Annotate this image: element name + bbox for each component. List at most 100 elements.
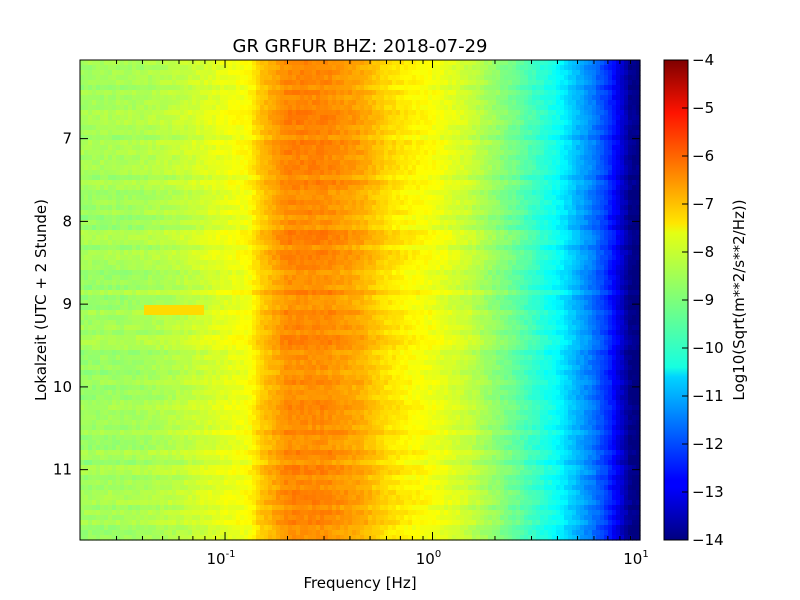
heatmap-cell xyxy=(584,130,589,136)
heatmap-cell xyxy=(384,185,389,191)
heatmap-cell xyxy=(240,95,245,101)
heatmap-cell xyxy=(472,170,477,176)
heatmap-cell xyxy=(208,225,213,231)
heatmap-cell xyxy=(456,95,461,101)
heatmap-cell xyxy=(612,75,617,81)
heatmap-cell xyxy=(144,80,149,86)
heatmap-cell xyxy=(260,80,265,86)
heatmap-cell xyxy=(228,110,233,116)
heatmap-cell xyxy=(192,225,197,231)
heatmap-cell xyxy=(488,90,493,96)
heatmap-cell xyxy=(520,195,525,201)
heatmap-cell xyxy=(128,190,133,196)
heatmap-cell xyxy=(260,205,265,211)
heatmap-cell xyxy=(616,145,621,151)
heatmap-cell xyxy=(184,70,189,76)
heatmap-cell xyxy=(108,235,113,241)
heatmap-cell xyxy=(200,230,205,236)
heatmap-cell xyxy=(492,160,497,166)
heatmap-cell xyxy=(336,180,341,186)
heatmap-cell xyxy=(336,215,341,221)
heatmap-cell xyxy=(144,105,149,111)
heatmap-cell xyxy=(288,215,293,221)
heatmap-cell xyxy=(260,110,265,116)
heatmap-cell xyxy=(136,80,141,86)
heatmap-cell xyxy=(392,95,397,101)
heatmap-cell xyxy=(200,180,205,186)
heatmap-cell xyxy=(432,145,437,151)
heatmap-cell xyxy=(320,195,325,201)
heatmap-cell xyxy=(132,175,137,181)
heatmap-cell xyxy=(260,90,265,96)
heatmap-cell xyxy=(232,60,237,66)
heatmap-cell xyxy=(512,150,517,156)
heatmap-cell xyxy=(556,220,561,226)
heatmap-cell xyxy=(192,170,197,176)
heatmap-cell xyxy=(164,100,169,106)
heatmap-cell xyxy=(512,190,517,196)
heatmap-cell xyxy=(112,110,117,116)
heatmap-cell xyxy=(128,150,133,156)
heatmap-cell xyxy=(152,125,157,131)
heatmap-cell xyxy=(296,80,301,86)
heatmap-cell xyxy=(108,120,113,126)
heatmap-cell xyxy=(388,175,393,181)
heatmap-cell xyxy=(584,80,589,86)
heatmap-cell xyxy=(196,235,201,241)
heatmap-cell xyxy=(404,85,409,91)
heatmap-cell xyxy=(312,230,317,236)
heatmap-cell xyxy=(176,230,181,236)
heatmap-cell xyxy=(120,150,125,156)
heatmap-cell xyxy=(448,90,453,96)
heatmap-cell xyxy=(220,235,225,241)
heatmap-cell xyxy=(212,165,217,171)
heatmap-cell xyxy=(212,180,217,186)
heatmap-cell xyxy=(596,155,601,161)
heatmap-cell xyxy=(416,105,421,111)
heatmap-cell xyxy=(160,120,165,126)
heatmap-cell xyxy=(320,160,325,166)
heatmap-cell xyxy=(128,125,133,131)
heatmap-cell xyxy=(452,185,457,191)
heatmap-cell xyxy=(532,155,537,161)
heatmap-cell xyxy=(344,100,349,106)
heatmap-cell xyxy=(120,70,125,76)
heatmap-cell xyxy=(300,95,305,101)
heatmap-cell xyxy=(144,235,149,241)
heatmap-cell xyxy=(532,205,537,211)
heatmap-cell xyxy=(140,210,145,216)
heatmap-cell xyxy=(128,80,133,86)
heatmap-cell xyxy=(392,165,397,171)
heatmap-cell xyxy=(288,165,293,171)
heatmap-cell xyxy=(368,155,373,161)
heatmap-cell xyxy=(460,160,465,166)
heatmap-cell xyxy=(480,165,485,171)
heatmap-cell xyxy=(440,80,445,86)
heatmap-cell xyxy=(564,60,569,66)
heatmap-cell xyxy=(540,100,545,106)
heatmap-cell xyxy=(468,145,473,151)
heatmap-cell xyxy=(528,105,533,111)
heatmap-cell xyxy=(600,110,605,116)
heatmap-cell xyxy=(600,100,605,106)
heatmap-cell xyxy=(448,70,453,76)
heatmap-cell xyxy=(160,65,165,71)
heatmap-cell xyxy=(556,115,561,121)
heatmap-cell xyxy=(344,230,349,236)
heatmap-cell xyxy=(264,145,269,151)
heatmap-cell xyxy=(360,210,365,216)
heatmap-cell xyxy=(596,215,601,221)
heatmap-cell xyxy=(340,125,345,131)
heatmap-cell xyxy=(492,220,497,226)
heatmap-cell xyxy=(436,65,441,71)
heatmap-cell xyxy=(472,120,477,126)
heatmap-cell xyxy=(396,110,401,116)
heatmap-cell xyxy=(552,60,557,66)
heatmap-cell xyxy=(424,180,429,186)
heatmap-cell xyxy=(324,185,329,191)
heatmap-cell xyxy=(216,160,221,166)
heatmap-cell xyxy=(300,185,305,191)
heatmap-cell xyxy=(424,85,429,91)
heatmap-cell xyxy=(200,125,205,131)
heatmap-cell xyxy=(232,140,237,146)
